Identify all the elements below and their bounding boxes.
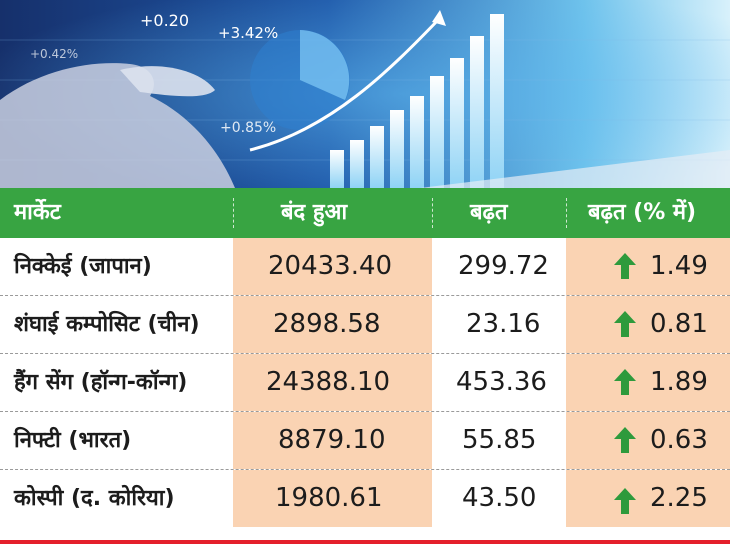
close-value: 1980.61 [275,483,383,513]
close-value: 20433.40 [268,251,393,281]
gain-value: 299.72 [458,251,549,281]
market-name: कोस्पी (द. कोरिया) [14,486,175,511]
header-gain: बढ़त [470,200,508,225]
overlay-number-3: +0.85% [220,120,276,136]
table-row: निक्केई (जापान) 20433.40 299.72 1.49 [0,238,730,295]
up-arrow-icon [614,488,636,514]
table-header: मार्केट बंद हुआ बढ़त बढ़त (% में) [0,188,730,238]
bar-graphic [330,14,504,188]
hero-image: +0.20 +3.42% +0.85% +0.42% [0,0,730,188]
gain-percent-value: 2.25 [650,483,708,513]
overlay-number-1: +0.20 [140,11,189,30]
header-gain-percent: बढ़त (% में) [588,200,697,225]
gain-percent-value: 1.49 [650,251,708,281]
market-name: हैंग सेंग (हॉन्ग-कॉन्ग) [14,370,188,395]
market-name: शंघाई कम्पोसिट (चीन) [14,312,200,337]
close-value: 2898.58 [273,309,381,339]
market-table: मार्केट बंद हुआ बढ़त बढ़त (% में) निक्के… [0,188,730,527]
table-row: शंघाई कम्पोसिट (चीन) 2898.58 23.16 0.81 [0,296,730,353]
gain-value: 43.50 [462,483,537,513]
table-row: निफ्टी (भारत) 8879.10 55.85 0.63 [0,412,730,469]
stock-chart-illustration: +0.20 +3.42% +0.85% +0.42% [0,0,730,188]
header-market: मार्केट [14,200,61,225]
table-row: कोस्पी (द. कोरिया) 1980.61 43.50 2.25 [0,470,730,527]
table-row: हैंग सेंग (हॉन्ग-कॉन्ग) 24388.10 453.36 … [0,354,730,411]
up-arrow-icon [614,427,636,453]
gain-percent-value: 1.89 [650,367,708,397]
overlay-number-4: +0.42% [30,47,78,61]
up-arrow-icon [614,253,636,279]
market-name: निक्केई (जापान) [14,254,152,279]
trend-arrowhead [432,10,446,26]
hand-graphic [0,63,235,188]
up-arrow-icon [614,369,636,395]
trend-curve [249,16,442,152]
market-name: निफ्टी (भारत) [14,428,132,453]
header-close: बंद हुआ [281,200,348,225]
overlay-number-2: +3.42% [218,24,278,42]
gain-value: 23.16 [466,309,541,339]
close-value: 24388.10 [266,367,391,397]
gain-percent-value: 0.81 [650,309,708,339]
gain-value: 453.36 [456,367,547,397]
gain-percent-value: 0.63 [650,425,708,455]
gain-value: 55.85 [462,425,537,455]
up-arrow-icon [614,311,636,337]
bottom-accent-line [0,540,730,544]
close-value: 8879.10 [278,425,386,455]
